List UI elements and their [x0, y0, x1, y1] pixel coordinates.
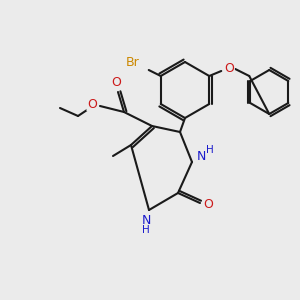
Text: O: O: [87, 98, 97, 110]
Text: O: O: [203, 199, 213, 212]
Text: O: O: [111, 76, 121, 88]
Text: N: N: [196, 151, 206, 164]
Text: O: O: [224, 61, 234, 74]
Text: H: H: [142, 225, 150, 235]
Text: N: N: [141, 214, 151, 226]
Text: H: H: [206, 145, 214, 155]
Text: Br: Br: [126, 56, 140, 70]
